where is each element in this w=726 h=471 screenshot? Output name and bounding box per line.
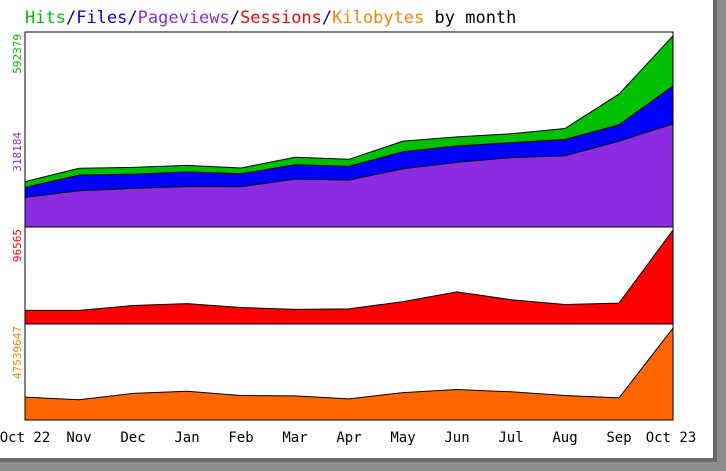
x-tick-label: Jan <box>174 430 199 446</box>
frame-shadow-bottom <box>0 462 726 471</box>
frame-shadow-right <box>717 0 726 471</box>
x-tick-label: Sep <box>606 430 631 446</box>
x-tick-label: Dec <box>120 430 145 446</box>
title-part: Files <box>76 8 127 28</box>
title-part: by month <box>424 8 516 28</box>
x-tick-label: Nov <box>66 430 91 446</box>
title-part: Kilobytes <box>332 8 424 28</box>
x-axis-labels: Oct 22 Nov Dec Jan Feb Mar Apr May Jun Jul Aug Sep O… <box>0 430 696 446</box>
series-area-pageviews <box>24 123 674 228</box>
title-part: / <box>127 8 137 28</box>
title-part: / <box>66 8 76 28</box>
title-part: Pageviews <box>138 8 230 28</box>
panel-kilobytes: 47539647 <box>11 323 674 421</box>
title-part: / <box>230 8 240 28</box>
y-axis-label: 318184 <box>11 132 24 172</box>
x-tick-label: Feb <box>228 430 253 446</box>
x-tick-label: Jul <box>498 430 523 446</box>
title-part: Sessions <box>240 8 322 28</box>
panel-hits-files-pageviews: 592379 318184 <box>11 31 674 228</box>
chart-panel <box>0 0 717 462</box>
series-area-sessions <box>24 228 674 325</box>
y-axis-label: 592379 <box>11 34 24 74</box>
x-tick-label: Jun <box>444 430 469 446</box>
x-tick-label: Apr <box>336 430 361 446</box>
x-tick-label: Mar <box>282 430 307 446</box>
chart-title: Hits/Files/Pageviews/Sessions/Kilobytes … <box>25 8 516 28</box>
panel-sessions: 96565 <box>11 226 674 325</box>
y-axis-label: 47539647 <box>11 326 24 379</box>
x-tick-label: Aug <box>552 430 577 446</box>
title-part: Hits <box>25 8 66 28</box>
y-axis-label: 96565 <box>11 229 24 262</box>
x-tick-label: Oct 22 <box>0 430 50 446</box>
title-part: / <box>322 8 332 28</box>
plot-area: 592379 318184 96565 47539647 <box>11 31 674 421</box>
panel-border <box>24 323 674 421</box>
x-tick-label: May <box>390 430 415 446</box>
x-tick-label: Oct 23 <box>646 430 697 446</box>
series-area-kilobytes <box>24 326 674 421</box>
